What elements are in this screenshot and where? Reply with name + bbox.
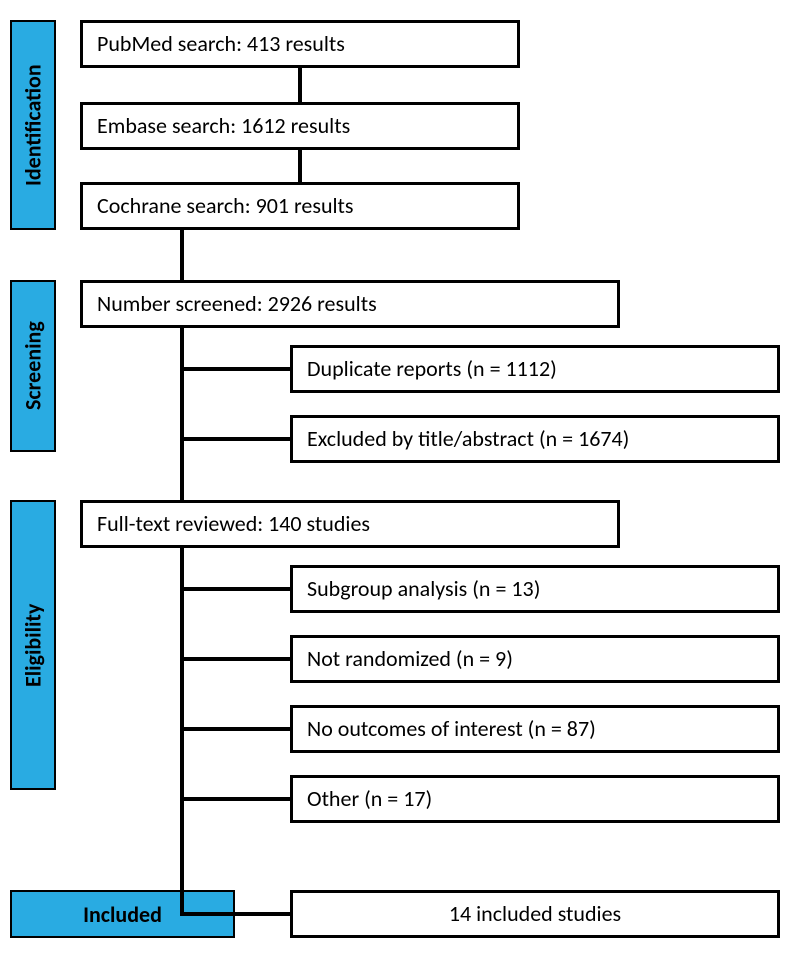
connector [180,912,290,916]
box-duplicates-text: Duplicate reports (n = 1112) [307,356,557,382]
connector [180,797,290,801]
box-cochrane: Cochrane search: 901 results [80,182,520,230]
stage-screening-label: Screening [20,322,47,411]
box-other: Other (n = 17) [290,775,780,823]
box-fulltext: Full-text reviewed: 140 studies [80,500,620,548]
box-nooutcome: No outcomes of interest (n = 87) [290,705,780,753]
connector [298,150,302,182]
connector [180,548,184,890]
connector [180,230,184,280]
stage-screening: Screening [10,280,56,452]
box-cochrane-text: Cochrane search: 901 results [97,193,354,219]
box-included-text: 14 included studies [449,901,621,927]
connector [180,890,184,916]
box-subgroup: Subgroup analysis (n = 13) [290,565,780,613]
box-excluded-ta: Excluded by title/abstract (n = 1674) [290,415,780,463]
box-other-text: Other (n = 17) [307,786,432,812]
connector [180,657,290,661]
box-embase-text: Embase search: 1612 results [97,113,350,139]
box-pubmed: PubMed search: 413 results [80,20,520,68]
box-subgroup-text: Subgroup analysis (n = 13) [307,576,540,602]
box-pubmed-text: PubMed search: 413 results [97,31,345,57]
box-screened-text: Number screened: 2926 results [97,291,377,317]
box-nooutcome-text: No outcomes of interest (n = 87) [307,716,596,742]
box-fulltext-text: Full-text reviewed: 140 studies [97,511,370,537]
box-duplicates: Duplicate reports (n = 1112) [290,345,780,393]
box-included: 14 included studies [290,890,780,938]
stage-eligibility-label: Eligibility [20,603,47,686]
connector [180,587,290,591]
stage-identification-label: Identification [20,64,47,186]
connector [180,437,290,441]
stage-eligibility: Eligibility [10,500,56,790]
box-screened: Number screened: 2926 results [80,280,620,328]
box-notrand: Not randomized (n = 9) [290,635,780,683]
stage-included-label: Included [83,901,162,928]
connector [180,328,184,500]
box-notrand-text: Not randomized (n = 9) [307,646,513,672]
box-embase: Embase search: 1612 results [80,102,520,150]
connector [298,68,302,102]
box-excluded-ta-text: Excluded by title/abstract (n = 1674) [307,426,629,452]
connector [180,367,290,371]
stage-identification: Identification [10,20,56,230]
connector [180,727,290,731]
